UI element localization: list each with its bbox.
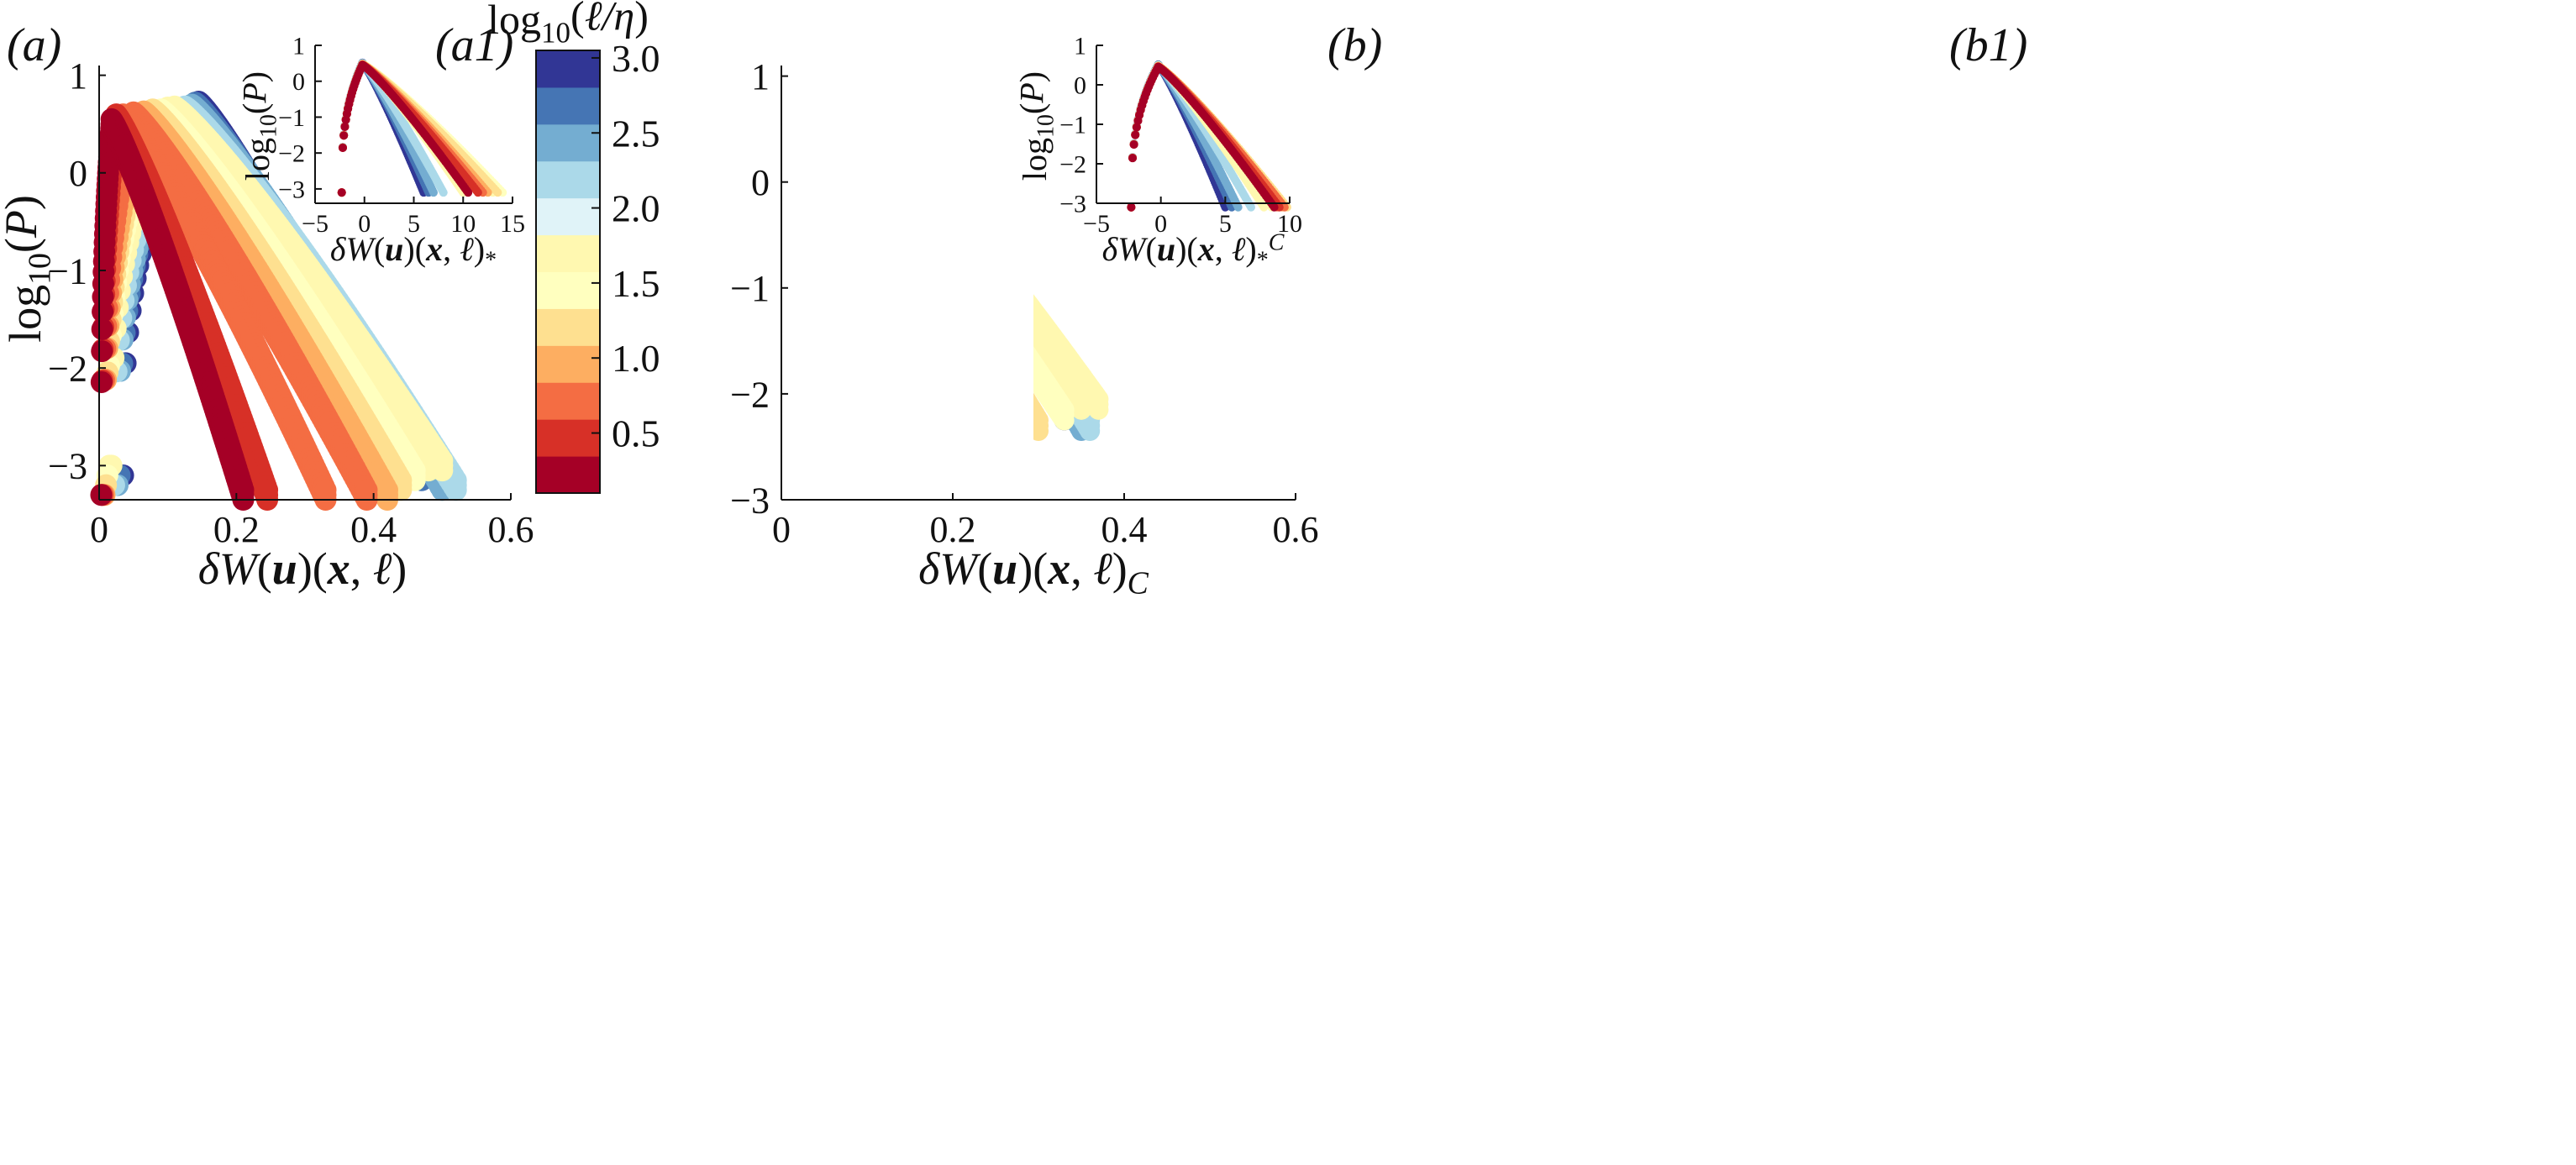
data-point: [91, 340, 113, 363]
data-point: [256, 479, 279, 501]
data-point: [90, 370, 113, 393]
data-point: [376, 479, 398, 501]
data-point: [314, 479, 337, 501]
panel-a-data: [90, 90, 467, 511]
data-point: [90, 484, 113, 506]
